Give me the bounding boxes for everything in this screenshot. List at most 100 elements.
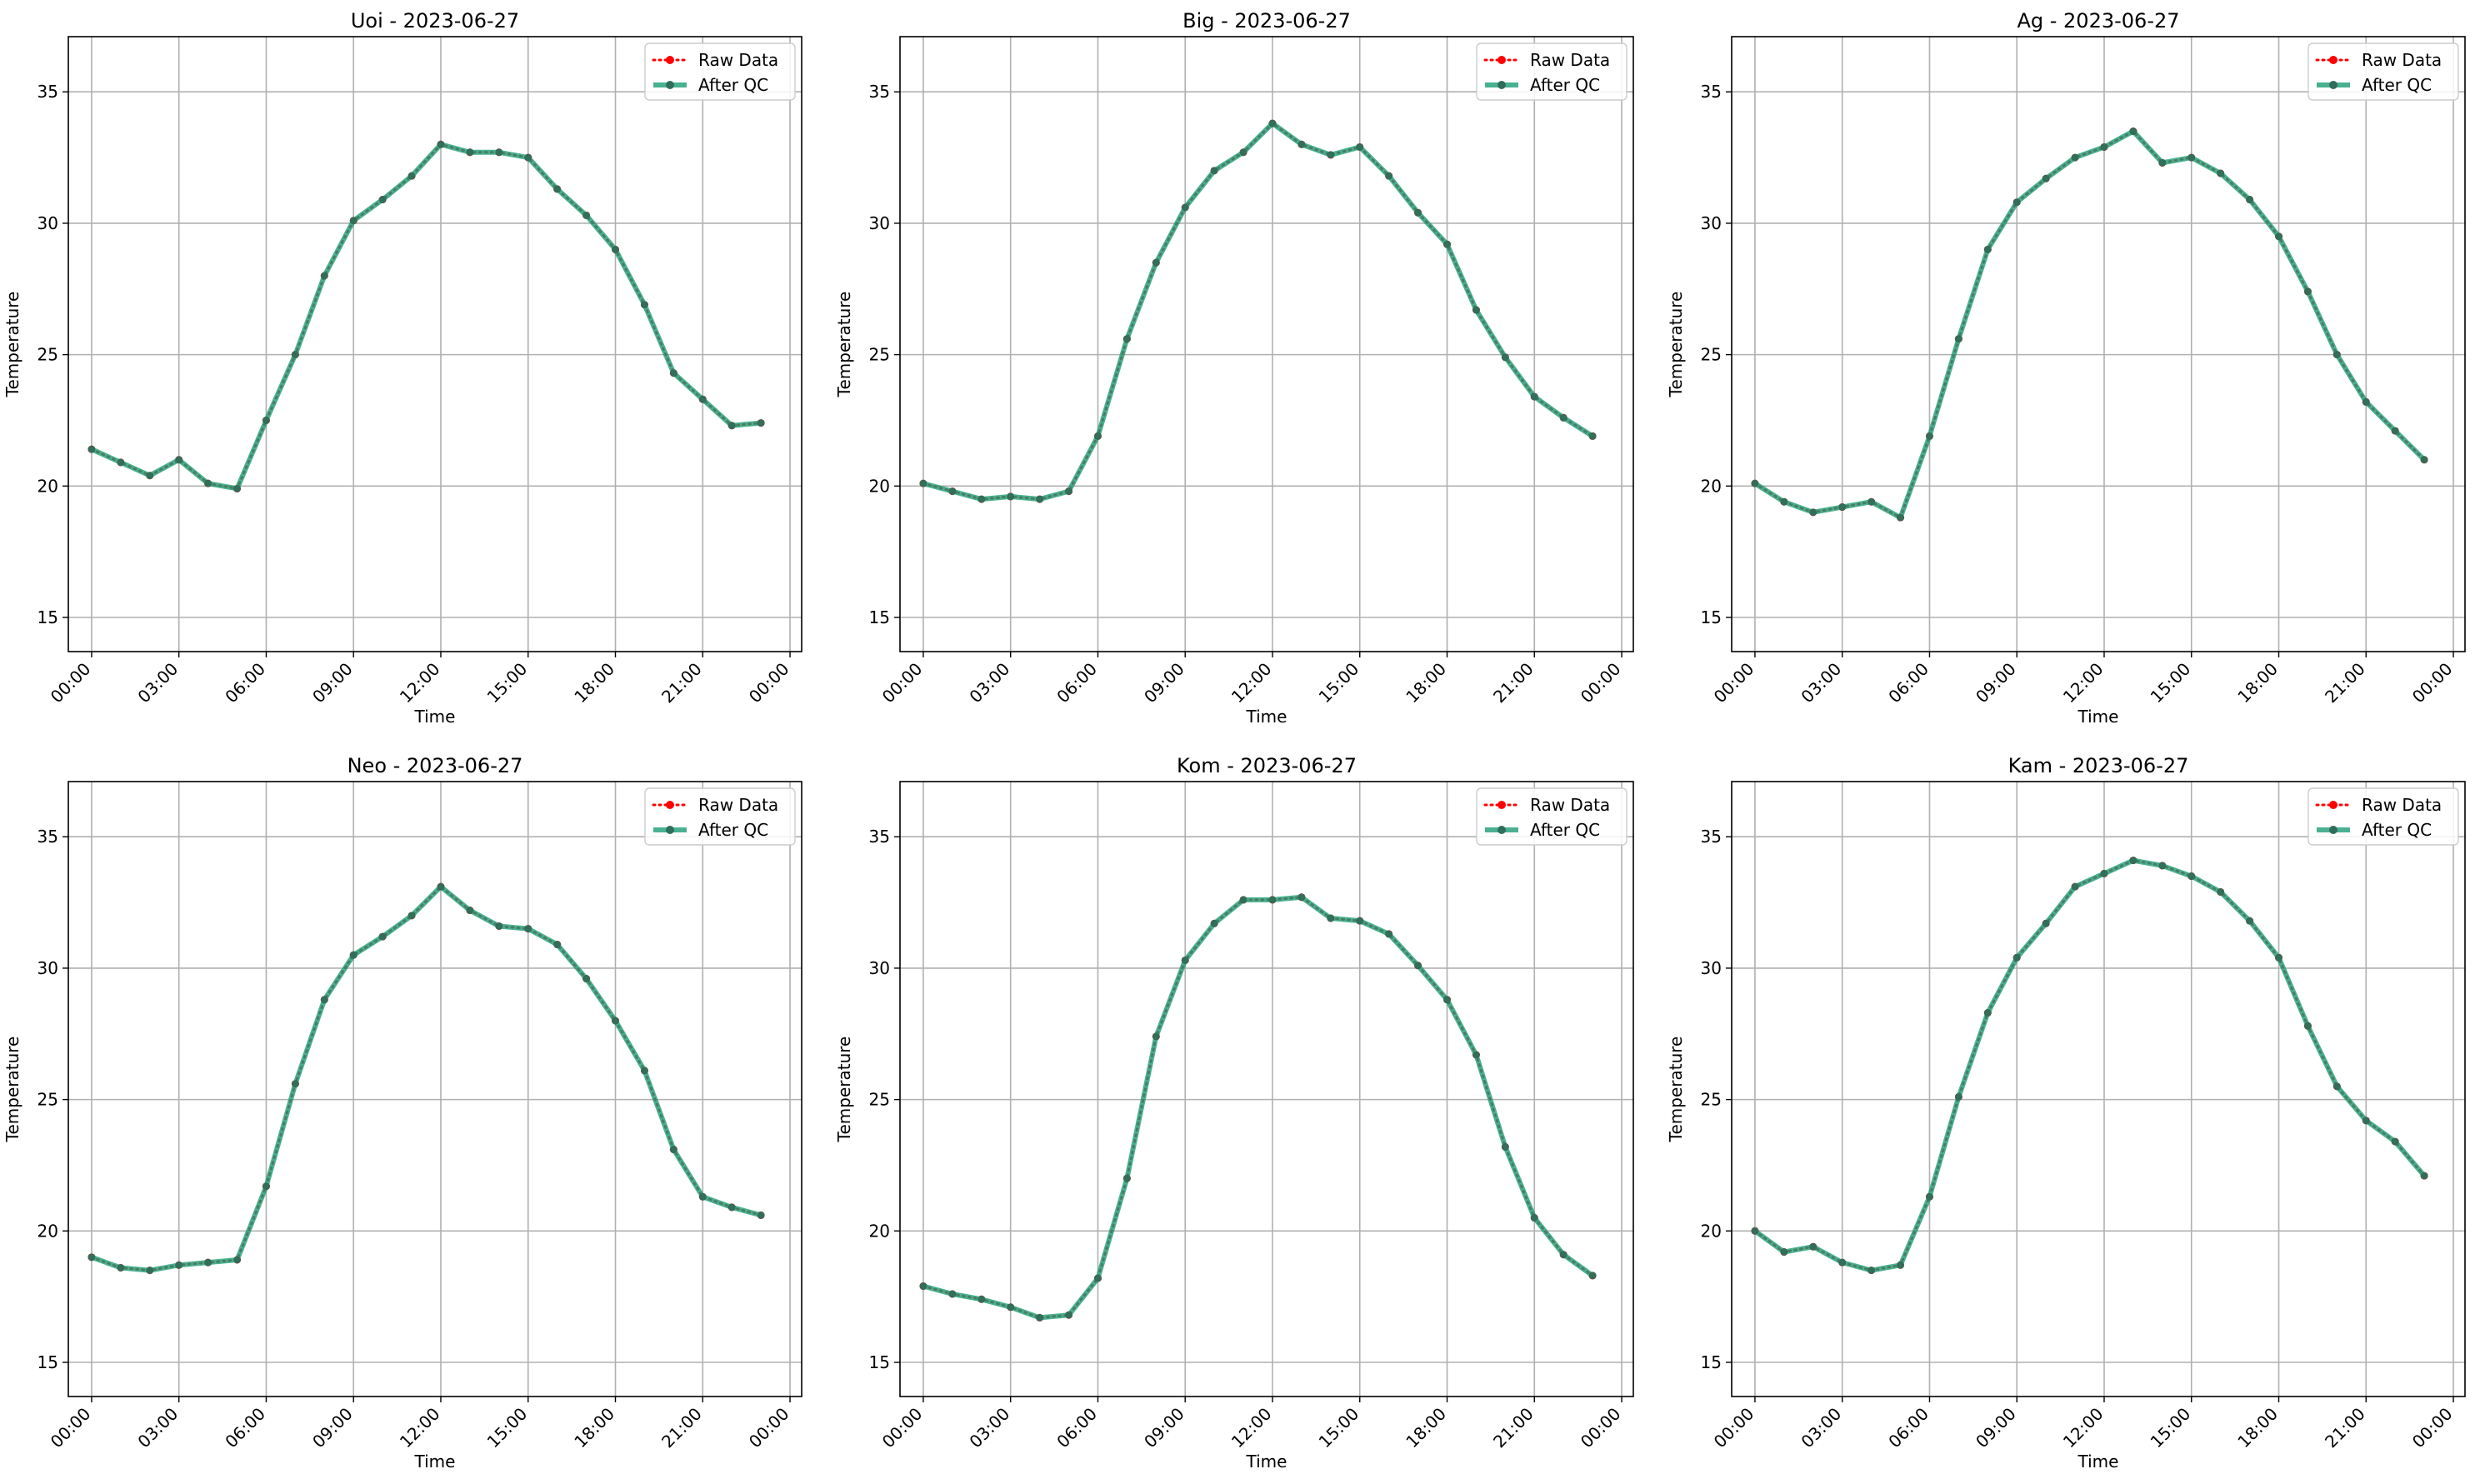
axes-frame [1731,36,2466,652]
axes-frame [899,781,1634,1397]
legend-label-after-qc: After QC [2362,75,2432,95]
point-after-qc [1036,495,1044,503]
point-after-qc [2362,397,2370,406]
legend-marker-after-qc [666,826,674,834]
point-after-qc [1268,119,1277,127]
series-line-after-qc [88,142,764,492]
point-after-qc [378,196,387,204]
subplot-uoi: Uoi - 2023-06-27 00:00 03:00 06:00 09:00 12:0… [2,9,802,727]
series-line-after-qc [88,884,764,1273]
y-tick-label: 30 [38,958,58,978]
point-after-qc [1751,1227,1759,1235]
x-tick-label: 06:00 [221,659,269,707]
point-after-qc [1122,1174,1131,1182]
point-after-qc [495,148,503,157]
y-tick-label: 35 [869,827,890,847]
y-tick-label: 20 [38,476,58,496]
y-tick-label: 25 [1701,345,1722,365]
point-after-qc [1443,996,1452,1004]
point-after-qc [2420,1172,2428,1180]
point-after-qc [1181,203,1189,212]
point-after-qc [698,395,707,403]
point-after-qc [1327,914,1335,922]
point-after-qc [757,419,765,427]
subplot-kom: Kom - 2023-06-27 00:00 03:00 06:00 09:00 12:0… [834,754,1634,1472]
y-tick-label: 25 [869,345,890,365]
point-after-qc [1181,956,1189,964]
y-tick-label: 30 [869,213,890,233]
point-after-qc [640,1067,648,1075]
x-tick-label: 12:00 [1228,1404,1276,1452]
x-tick-label: 15:00 [483,659,532,707]
legend-marker-after-qc [666,81,674,89]
point-after-qc [757,1211,765,1219]
legend-marker-raw-data [1498,801,1506,809]
point-after-qc [320,272,328,280]
point-after-qc [1210,167,1218,175]
point-after-qc [2217,887,2225,896]
legend: Raw Data After QC [644,42,796,101]
legend: Raw Data After QC [644,787,796,846]
point-after-qc [1122,335,1131,343]
x-tick-label: 18:00 [570,1404,618,1452]
point-after-qc [2391,1137,2399,1146]
point-after-qc [1036,1313,1044,1322]
legend-label-raw-data: Raw Data [698,50,778,70]
point-after-qc [2188,153,2196,162]
y-tick-label: 25 [38,1090,58,1110]
x-tick-label: 12:00 [2059,1404,2108,1452]
point-after-qc [1588,432,1597,440]
point-after-qc [582,975,591,983]
point-after-qc [117,458,125,467]
series-line-after-qc [920,894,1596,1321]
x-tick-label: 00:00 [1710,659,1758,707]
point-after-qc [1809,1242,1818,1251]
point-after-qc [1780,497,1788,506]
legend-marker-raw-data [2329,801,2338,809]
point-after-qc [1954,335,1962,343]
x-tick-label: 18:00 [570,659,618,707]
series-line-raw-data [90,142,762,491]
point-after-qc [1780,1248,1788,1257]
subplot-big: Big - 2023-06-27 00:00 03:00 06:00 09:00 12:0… [834,9,1634,727]
x-tick-label: 06:00 [1884,659,1932,707]
point-after-qc [2303,1022,2312,1030]
y-tick-label: 15 [1701,1352,1722,1372]
y-axis-label: Temperature [2,1037,22,1143]
point-after-qc [2217,169,2225,177]
x-tick-label: 06:00 [1052,1404,1101,1452]
point-after-qc [669,1146,678,1154]
x-tick-label: 12:00 [1228,659,1276,707]
point-after-qc [1152,1032,1160,1041]
x-tick-label: 06:00 [1052,659,1101,707]
point-after-qc [1093,432,1102,440]
point-after-qc [640,301,648,309]
point-after-qc [1751,479,1759,487]
point-after-qc [2246,917,2254,925]
point-after-qc [1239,148,1248,157]
point-after-qc [612,1017,620,1025]
point-after-qc [524,153,532,162]
point-after-qc [437,882,445,891]
point-after-qc [2420,456,2428,464]
legend: Raw Data After QC [2308,42,2459,101]
legend-marker-raw-data [666,801,674,809]
y-tick-label: 35 [1701,82,1722,102]
point-after-qc [2100,869,2108,877]
axes-frame [1731,781,2466,1397]
point-after-qc [1501,353,1509,362]
x-tick-label: 21:00 [1489,659,1538,707]
x-axis-label: Time [2078,1452,2119,1472]
point-after-qc [1925,432,1933,440]
point-after-qc [1356,142,1364,151]
y-tick-label: 15 [38,607,58,627]
x-axis-label: Time [414,707,456,727]
y-tick-label: 30 [869,958,890,978]
x-axis-label: Time [1246,707,1288,727]
point-after-qc [1414,962,1422,970]
x-tick-label: 18:00 [2233,659,2282,707]
legend-marker-raw-data [1498,56,1506,64]
x-tick-label: 21:00 [1489,1404,1538,1452]
x-tick-label: 15:00 [2147,1404,2195,1452]
x-tick-label: 00:00 [47,1404,95,1452]
